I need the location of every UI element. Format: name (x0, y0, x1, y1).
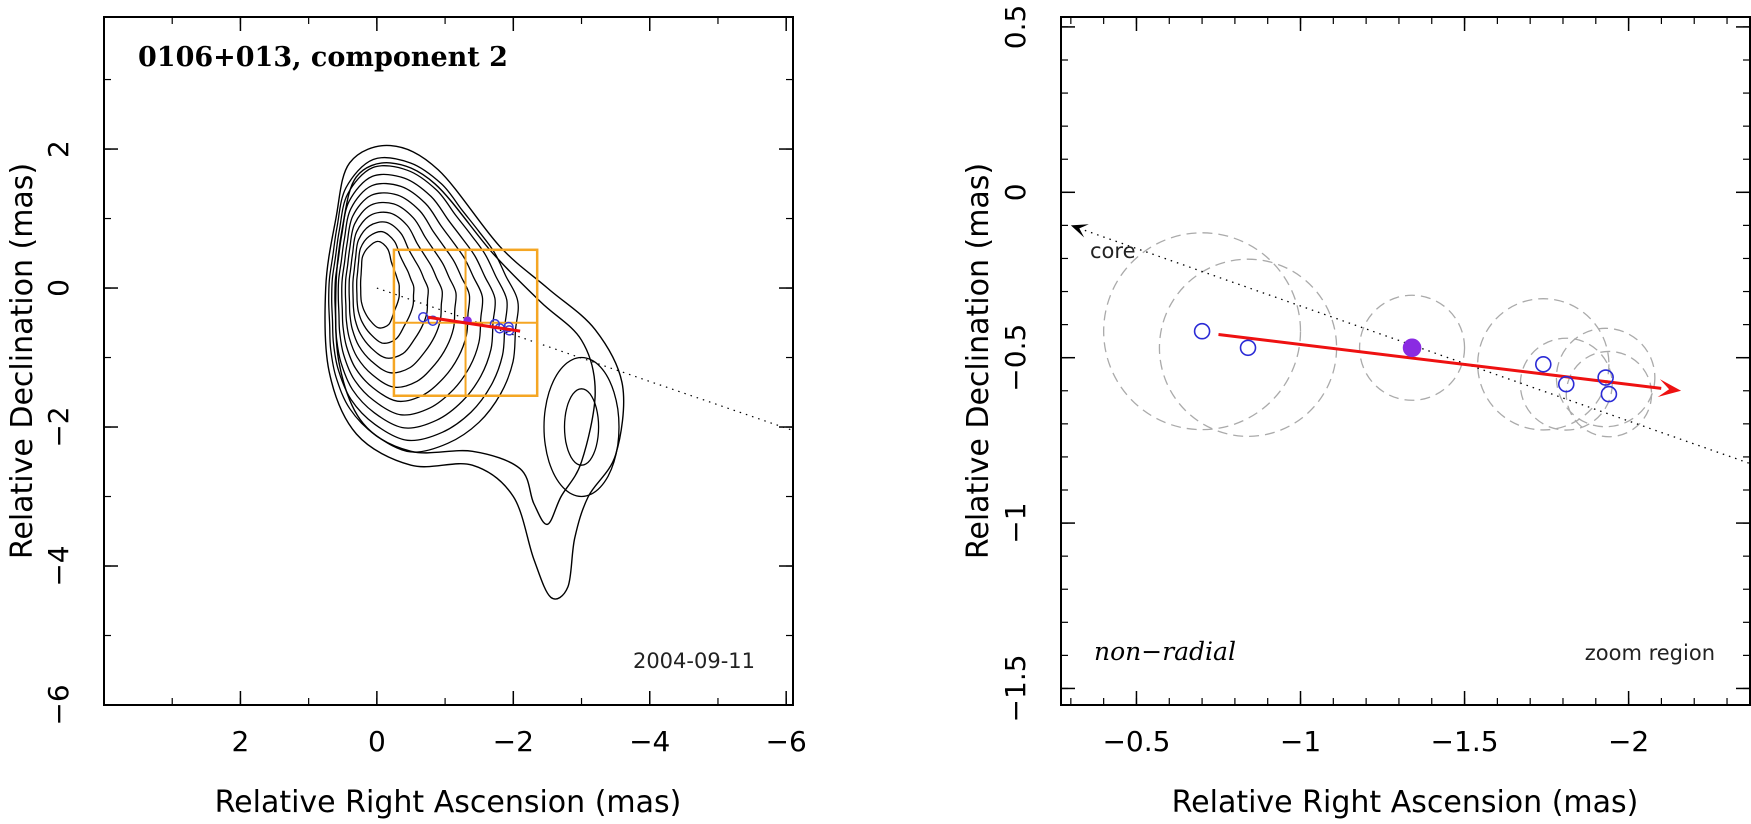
right-panel: −0.5 −1 −1.5 −2 0.5 0 −0.5 −1 −1.5 core non−radi… (961, 5, 1751, 820)
secondary-contour (543, 356, 620, 498)
y-tick-label: 2 (42, 140, 75, 158)
x-tick-label: −1 (1280, 725, 1321, 758)
component-size-circle (1158, 258, 1338, 438)
component-size-circle (1103, 232, 1302, 431)
contour-level (328, 157, 519, 453)
left-plot-frame (103, 16, 794, 706)
contour-level (359, 240, 400, 329)
contour-level (344, 201, 457, 388)
contour-level (341, 192, 471, 403)
x-tick-label: −1.5 (1431, 725, 1499, 758)
x-tick-label: 0 (368, 725, 386, 758)
x-tick-label: −4 (629, 725, 670, 758)
core-label: core (1090, 239, 1136, 263)
x-tick-label: −0.5 (1102, 725, 1170, 758)
contour-level (352, 221, 429, 359)
left-panel: 2 0 −2 −4 −6 2 0 −2 −4 −6 0106+013, component 2 2… (5, 16, 807, 820)
secondary-contour (563, 388, 600, 466)
component-position-marker (1402, 338, 1422, 358)
contour-level (331, 165, 508, 442)
contour-map (324, 144, 625, 600)
y-tick-label: −2 (42, 406, 75, 447)
contour-level (348, 211, 444, 374)
x-tick-label: −2 (493, 725, 534, 758)
x-tick-label: −6 (766, 725, 807, 758)
component-size-circle (1565, 350, 1653, 438)
component-size-circle (1555, 327, 1656, 428)
component-position-marker (1600, 385, 1618, 403)
right-x-axis-label: Relative Right Ascension (mas) (1172, 785, 1639, 820)
observation-date: 2004-09-11 (633, 649, 755, 673)
zoom-content (1070, 224, 1750, 465)
y-tick-label: −1.5 (999, 654, 1032, 722)
right-plot-frame (1060, 16, 1751, 706)
y-tick-label: −6 (42, 684, 75, 725)
component-position-marker (1535, 356, 1552, 373)
component-position-marker (418, 311, 429, 323)
y-tick-label: −4 (42, 545, 75, 586)
left-ticks: 2 0 −2 −4 −6 2 0 −2 −4 −6 (42, 17, 807, 758)
motion-vector-arrow-head (1657, 379, 1682, 397)
y-tick-label: −0.5 (999, 324, 1032, 392)
component-position-marker (1597, 369, 1614, 386)
motion-vector (427, 315, 521, 333)
contour-level (324, 144, 625, 600)
contour-level (337, 182, 484, 416)
x-tick-label: 2 (232, 725, 250, 758)
left-overlay (376, 248, 793, 432)
component-position-marker (1557, 375, 1575, 393)
component-position-marker (427, 315, 439, 326)
motion-vector-arrow (1218, 333, 1662, 390)
contour-level (334, 162, 596, 525)
component-size-circle (1477, 298, 1610, 431)
left-y-axis-label: Relative Declination (mas) (5, 163, 40, 559)
component-position-marker (1239, 339, 1257, 357)
component-size-circle (1519, 337, 1613, 431)
zoom-region-label: zoom region (1585, 641, 1715, 665)
component-position-marker (1193, 322, 1211, 340)
non-radial-annotation: non−radial (1094, 637, 1236, 666)
contour-level (356, 230, 415, 344)
left-x-axis-label: Relative Right Ascension (mas) (215, 785, 682, 820)
y-tick-label: 0 (42, 279, 75, 297)
right-y-axis-label: Relative Declination (mas) (961, 163, 996, 559)
right-ticks: −0.5 −1 −1.5 −2 0.5 0 −0.5 −1 −1.5 (999, 5, 1750, 758)
y-tick-label: −1 (999, 502, 1032, 543)
component-size-circle (1358, 294, 1466, 401)
y-tick-label: 0.5 (999, 5, 1032, 50)
left-title: 0106+013, component 2 (138, 42, 508, 73)
x-tick-label: −2 (1608, 725, 1649, 758)
core-direction-arrowhead (1070, 224, 1089, 238)
contour-level (334, 173, 496, 429)
y-tick-label: 0 (999, 183, 1032, 201)
